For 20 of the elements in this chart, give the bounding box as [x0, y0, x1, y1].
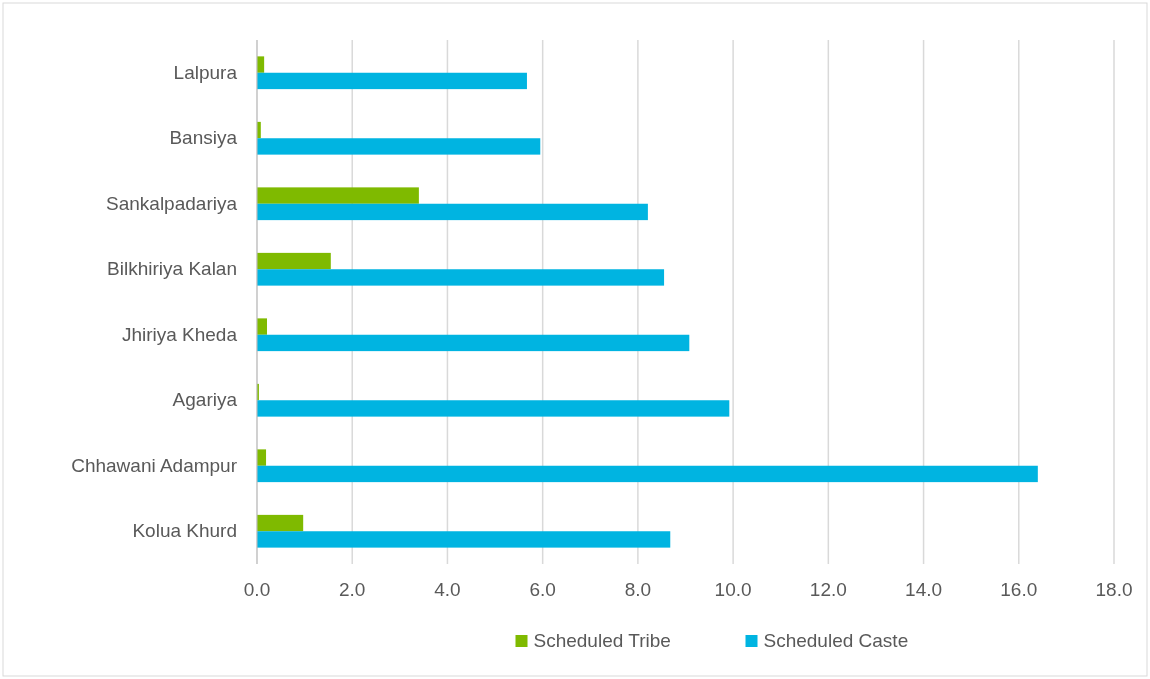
y-tick-label: Bilkhiriya Kalan: [107, 258, 237, 280]
x-tick-label: 4.0: [434, 579, 461, 600]
y-tick-label: Chhawani Adampur: [71, 454, 238, 476]
x-tick-label: 12.0: [809, 579, 847, 600]
x-tick-label: 18.0: [1095, 579, 1133, 600]
x-tick-label: 6.0: [529, 579, 556, 600]
x-tick-label: 10.0: [714, 579, 752, 600]
y-tick-label: Jhiriya Kheda: [121, 323, 238, 345]
x-tick-label: 16.0: [1000, 579, 1038, 600]
y-tick-label: Kolua Khurd: [132, 520, 237, 542]
y-tick-label: Sankalpadariya: [106, 192, 238, 214]
y-tick-label: Bansiya: [169, 127, 238, 149]
y-tick-label: Agariya: [172, 389, 238, 411]
legend-label: Scheduled Caste: [763, 630, 909, 651]
x-tick-label: 14.0: [905, 579, 943, 600]
x-tick-label: 0.0: [243, 579, 271, 600]
x-tick-label: 2.0: [339, 579, 366, 600]
legend-label: Scheduled Tribe: [533, 630, 671, 651]
y-tick-label: Lalpura: [173, 61, 238, 83]
x-tick-label: 8.0: [624, 579, 652, 600]
